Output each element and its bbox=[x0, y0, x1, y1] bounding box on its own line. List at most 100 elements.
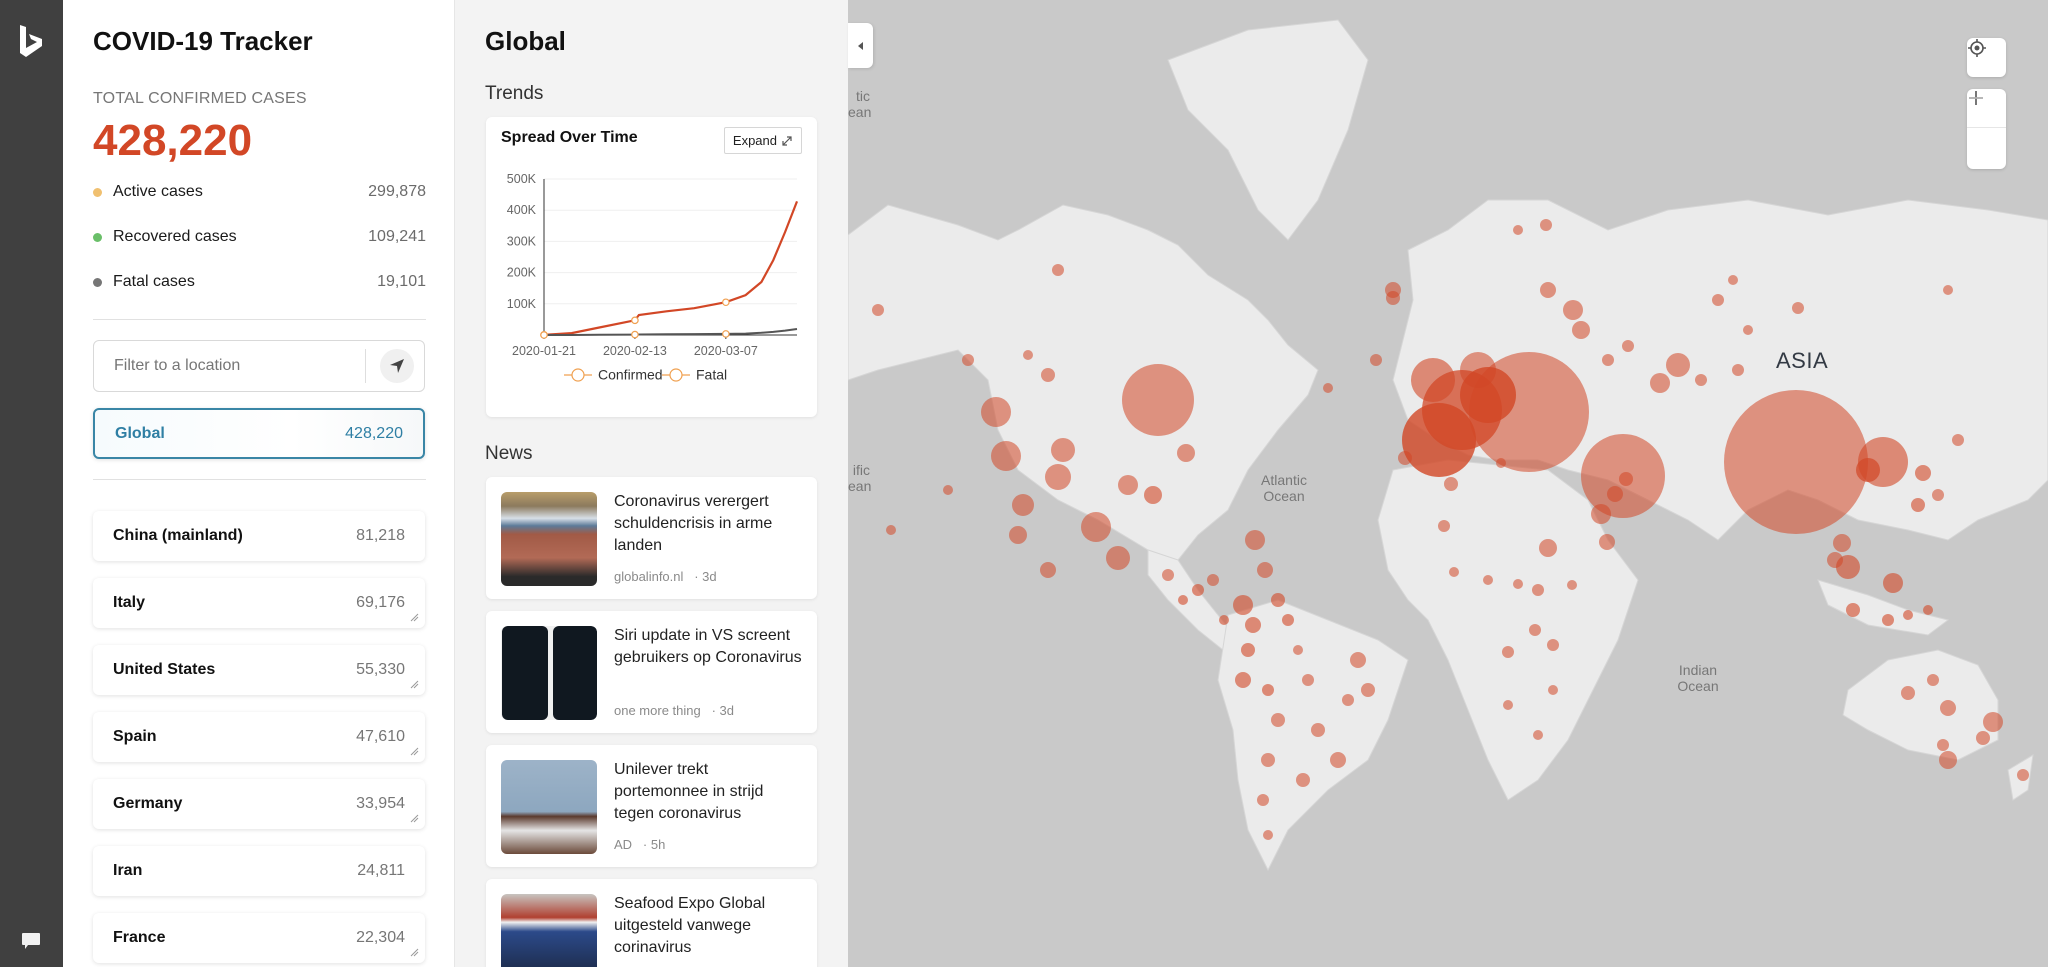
asia-label: ASIA bbox=[1776, 348, 1829, 373]
locate-me-icon bbox=[1968, 39, 1986, 57]
svg-text:2020-02-13: 2020-02-13 bbox=[603, 344, 667, 358]
news-heading: News bbox=[485, 443, 533, 464]
news-meta: AD · 5h bbox=[614, 837, 665, 852]
stat-label: Fatal cases bbox=[113, 273, 195, 290]
spread-chart-card: Spread Over Time Expand 100K 200K 300K 400K… bbox=[486, 117, 817, 417]
svg-text:300K: 300K bbox=[507, 234, 537, 248]
svg-text:500K: 500K bbox=[507, 172, 537, 186]
atlantic-ocean-label: Atlantic Ocean bbox=[1261, 472, 1307, 504]
news-age: · 3d bbox=[711, 703, 734, 718]
expand-label: Expand bbox=[732, 133, 777, 148]
collapse-panel-button[interactable] bbox=[848, 23, 873, 68]
stat-fatal: Fatal cases 19,101 bbox=[93, 270, 426, 294]
location-item-global[interactable]: Global 428,220 bbox=[93, 408, 425, 459]
location-count: 24,811 bbox=[357, 862, 405, 879]
news-thumbnail bbox=[501, 894, 597, 967]
location-item[interactable]: Iran 24,811 bbox=[93, 846, 425, 896]
svg-text:400K: 400K bbox=[507, 203, 537, 217]
location-name: China (mainland) bbox=[113, 527, 243, 544]
indian-ocean-label: Indian Ocean bbox=[1677, 662, 1719, 694]
svg-text:100K: 100K bbox=[507, 297, 537, 311]
locate-me-button[interactable] bbox=[1967, 38, 2006, 77]
location-name: Spain bbox=[113, 728, 157, 745]
world-map[interactable]: tic ean ific ean Atlantic Ocean Indian Ocean… bbox=[848, 0, 2048, 967]
summary-panel: COVID-19 Tracker TOTAL CONFIRMED CASES 4… bbox=[63, 0, 455, 967]
location-name: Global bbox=[115, 424, 165, 442]
navigation-arrow-icon bbox=[390, 359, 404, 373]
news-source: one more thing bbox=[614, 703, 701, 718]
news-headline: Siri update in VS screent gebruikers op … bbox=[614, 627, 802, 666]
location-filter-input[interactable] bbox=[94, 357, 365, 375]
zoom-out-button[interactable] bbox=[1967, 97, 2006, 168]
zoom-controls bbox=[1967, 89, 2006, 169]
news-thumbnail bbox=[501, 760, 597, 854]
news-item[interactable]: Seafood Expo Global uitgesteld vanwege c… bbox=[486, 879, 817, 967]
stat-value: 109,241 bbox=[368, 228, 426, 245]
location-count: 55,330 bbox=[356, 661, 405, 678]
app-rail bbox=[0, 0, 63, 967]
stat-recovered: Recovered cases 109,241 bbox=[93, 225, 426, 249]
total-confirmed-value: 428,220 bbox=[93, 116, 253, 165]
stat-active: Active cases 299,878 bbox=[93, 180, 426, 204]
resize-grip-icon bbox=[410, 747, 419, 756]
location-name: Iran bbox=[113, 862, 143, 879]
expand-button[interactable]: Expand bbox=[723, 127, 802, 154]
expand-arrows-icon bbox=[782, 135, 792, 146]
stat-label: Recovered cases bbox=[113, 228, 237, 245]
resize-grip-icon bbox=[410, 680, 419, 689]
news-thumbnail bbox=[501, 492, 597, 586]
active-dot-icon bbox=[93, 187, 102, 197]
location-item[interactable]: Spain 47,610 bbox=[93, 712, 425, 762]
location-item[interactable]: France 22,304 bbox=[93, 913, 425, 963]
resize-grip-icon bbox=[410, 948, 419, 957]
chart-title: Spread Over Time bbox=[501, 129, 638, 146]
detail-panel: Global Trends Spread Over Time Expand 10… bbox=[455, 0, 848, 967]
news-age: · 5h bbox=[642, 837, 666, 852]
news-item[interactable]: Siri update in VS screent gebruikers op … bbox=[486, 611, 817, 733]
map-canvas[interactable] bbox=[848, 0, 2048, 967]
resize-grip-icon bbox=[410, 814, 419, 823]
region-title: Global bbox=[485, 26, 566, 56]
stat-value: 19,101 bbox=[377, 273, 426, 290]
news-headline: Coronavirus verergert schuldencrisis in … bbox=[614, 493, 773, 554]
minus-icon bbox=[1969, 97, 1983, 99]
trends-heading: Trends bbox=[485, 83, 544, 104]
spread-line-chart: 100K 200K 300K 400K 500K 2020-01-21 2020-02-13… bbox=[507, 172, 799, 383]
location-item[interactable]: United States 55,330 bbox=[93, 645, 425, 695]
recovered-dot-icon bbox=[93, 232, 102, 242]
news-headline: Unilever trekt portemonnee in strijd teg… bbox=[614, 761, 764, 822]
news-meta: globalinfo.nl · 3d bbox=[614, 569, 717, 584]
news-item[interactable]: Unilever trekt portemonnee in strijd teg… bbox=[486, 745, 817, 867]
location-filter bbox=[93, 340, 425, 392]
location-item[interactable]: Germany 33,954 bbox=[93, 779, 425, 829]
location-item[interactable]: China (mainland) 81,218 bbox=[93, 511, 425, 561]
location-name: United States bbox=[113, 661, 216, 678]
location-name: Germany bbox=[113, 795, 183, 812]
caret-left-icon bbox=[857, 41, 863, 50]
news-headline: Seafood Expo Global uitgesteld vanwege c… bbox=[614, 895, 766, 956]
app-title: COVID-19 Tracker bbox=[93, 26, 313, 56]
bing-logo-icon[interactable] bbox=[18, 24, 44, 58]
resize-grip-icon bbox=[410, 613, 419, 622]
location-name: France bbox=[113, 929, 166, 946]
fatal-dot-icon bbox=[93, 277, 102, 287]
location-item[interactable]: Italy 69,176 bbox=[93, 578, 425, 628]
pacific-ocean-label: ific ean bbox=[848, 462, 872, 494]
total-confirmed-label: TOTAL CONFIRMED CASES bbox=[93, 90, 307, 107]
news-item[interactable]: Coronavirus verergert schuldencrisis in … bbox=[486, 477, 817, 599]
svg-text:2020-03-07: 2020-03-07 bbox=[694, 344, 758, 358]
location-count: 22,304 bbox=[356, 929, 405, 946]
news-thumbnail bbox=[501, 626, 597, 720]
my-location-button[interactable] bbox=[380, 349, 414, 383]
chat-bubble-icon[interactable] bbox=[21, 932, 41, 950]
svg-text:Fatal: Fatal bbox=[696, 367, 727, 383]
divider bbox=[93, 479, 426, 480]
location-count: 47,610 bbox=[356, 728, 405, 745]
location-count: 69,176 bbox=[356, 594, 405, 611]
svg-text:Confirmed: Confirmed bbox=[598, 367, 663, 383]
location-count: 33,954 bbox=[356, 795, 405, 812]
location-count: 81,218 bbox=[356, 527, 405, 544]
svg-text:2020-01-21: 2020-01-21 bbox=[512, 344, 576, 358]
stat-value: 299,878 bbox=[368, 183, 426, 200]
